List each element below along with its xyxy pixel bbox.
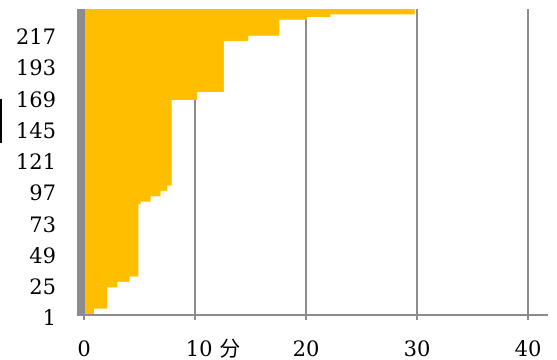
x-tick-label: 10 分 [186, 337, 240, 360]
x-axis-ticks: 0 10 分 20 30 40 [77, 314, 541, 360]
y-tick-label: 25 [29, 275, 56, 299]
x-tick-label: 0 [77, 337, 90, 360]
y-tick-label: 169 [16, 88, 56, 112]
grid-lines [194, 9, 529, 314]
x-tick-label: 40 [515, 337, 542, 360]
y-tick-label: 193 [16, 56, 56, 80]
y-tick-label: 73 [29, 213, 56, 237]
y-tick-label: 145 [16, 119, 56, 143]
x-tick-label: 20 [293, 337, 320, 360]
y-axis-ticks: 1 25 49 73 97 121 145 169 193 217 [16, 25, 56, 330]
y-tick-label: 217 [16, 25, 56, 49]
y-tick-label: 121 [16, 150, 56, 174]
y-tick-label: 1 [43, 306, 56, 330]
y-tick-label: 49 [29, 244, 56, 268]
y-tick-label: 97 [29, 181, 56, 205]
x-tick-label: 30 [404, 337, 431, 360]
series-area [84, 9, 528, 314]
y-axis-bar [77, 9, 85, 314]
left-edge-marker [0, 99, 2, 143]
